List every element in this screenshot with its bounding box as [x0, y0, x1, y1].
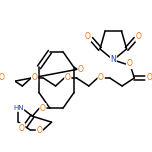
Text: O: O [32, 74, 38, 83]
Text: O: O [98, 74, 104, 83]
Text: HN: HN [13, 105, 24, 111]
Text: O: O [146, 74, 152, 83]
Text: O: O [78, 65, 84, 74]
Text: O: O [136, 32, 142, 41]
Text: O: O [40, 104, 46, 113]
Text: O: O [127, 59, 133, 69]
Text: O: O [85, 32, 91, 41]
Text: O: O [19, 124, 25, 133]
Text: O: O [36, 126, 42, 135]
Text: N: N [110, 55, 116, 64]
Text: O: O [65, 74, 71, 83]
Text: O: O [0, 74, 4, 83]
